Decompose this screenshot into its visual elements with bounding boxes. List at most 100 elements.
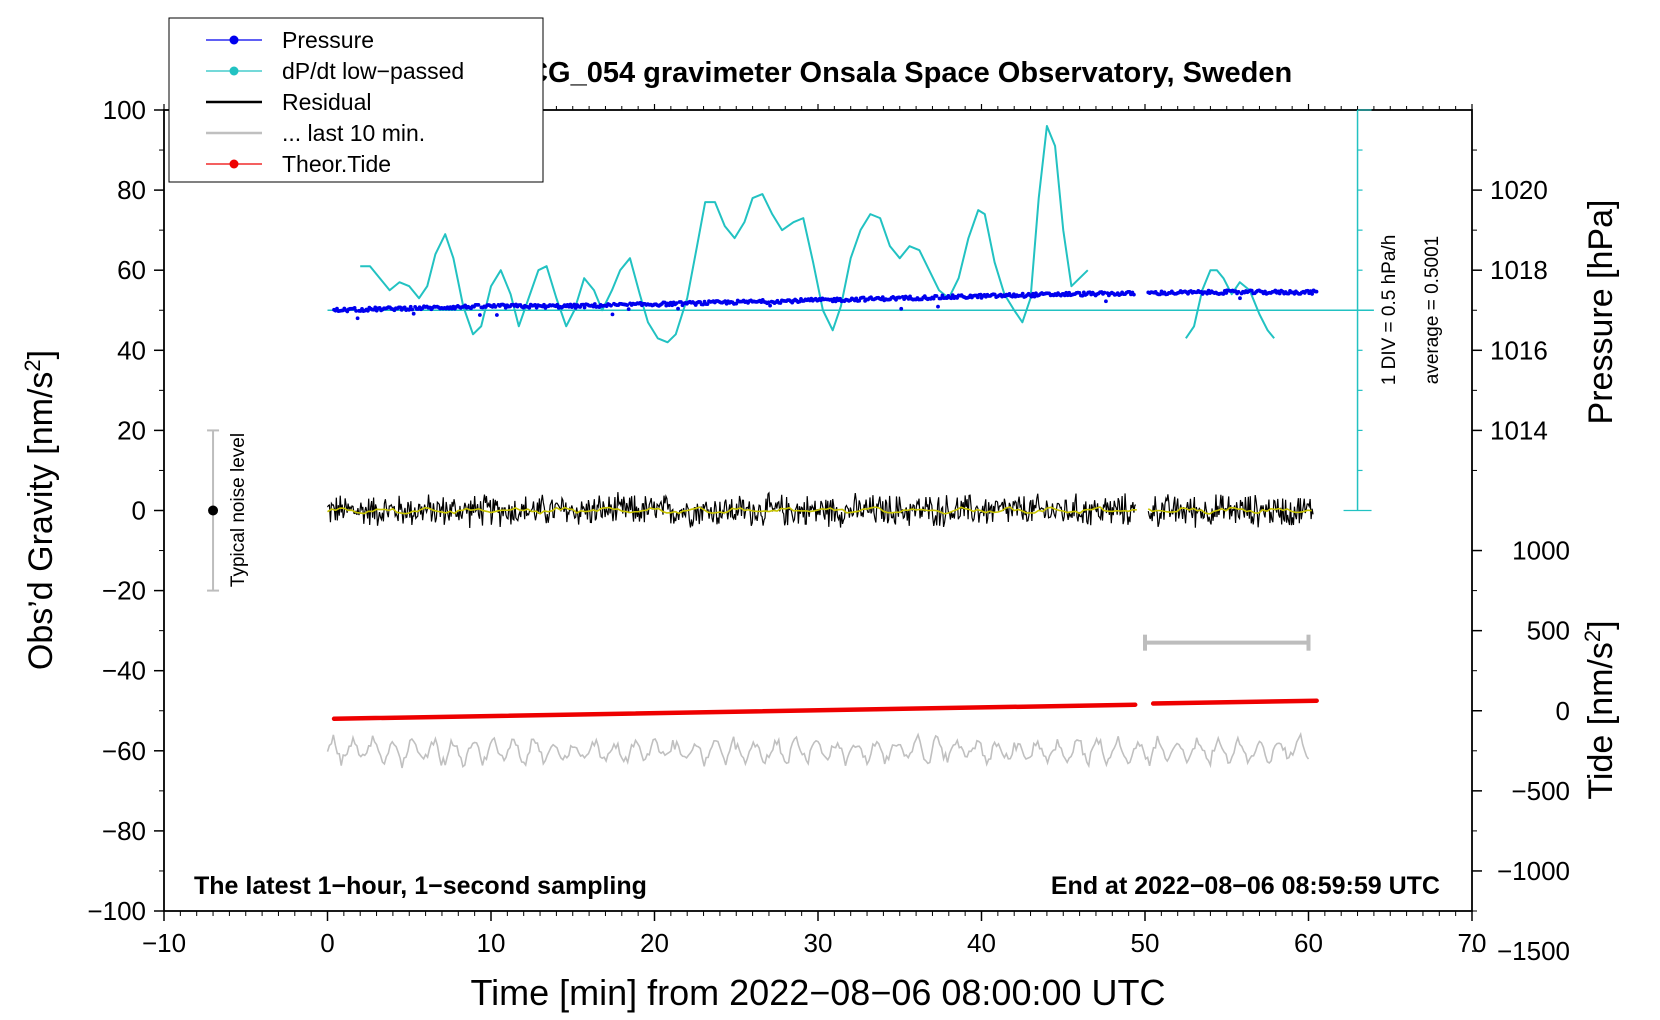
pressure-point [373,305,378,310]
pressure-point [734,301,739,306]
pressure-point [1131,292,1136,297]
x-tick-label: 30 [804,928,833,958]
y-axis-gravity-title: Obs’d Gravity [nm/s2] [20,350,60,670]
legend-swatch-marker [229,159,239,169]
pressure-point [674,301,679,306]
y-tick-label: 80 [117,175,146,205]
pressure-point [572,302,577,307]
pressure-point [1031,291,1035,296]
pressure-point [573,305,578,310]
legend-swatch-marker [229,66,239,76]
series-dpdt-line [360,125,1089,344]
y-tick-label: 60 [117,255,146,285]
y-tick-label: 0 [132,496,146,526]
pressure-point [365,308,370,313]
series-residual-smoothed-line [1147,506,1312,515]
annotation-sampling: The latest 1−hour, 1−second sampling [194,872,647,900]
x-tick-label: 40 [967,928,996,958]
series-residual-smoothed-line [327,506,1137,515]
noise-bar-point [208,505,219,516]
pressure-point [476,303,481,307]
ddt-scale-div-label: 1 DIV = 0.5 hPa/h [1379,235,1400,386]
pressure-point [610,312,615,317]
y-axis-pressure: 1014 1016 1018 1020 [1472,149,1548,471]
pressure-point [1029,294,1034,299]
x-tick-label: 0 [320,928,334,958]
pressure-point [626,307,631,311]
series-residual-line [326,491,1137,528]
legend-label-tide: Theor.Tide [282,151,391,177]
pressure-point [609,303,613,308]
x-tick-label: 60 [1294,928,1323,958]
pressure-point [949,296,954,301]
pressure-point [494,313,499,317]
pressure-point [1310,292,1314,296]
pressure-point [1205,291,1210,296]
pressure-point [1308,289,1313,294]
pressure-point [705,302,710,307]
pressure-point [950,293,955,298]
x-tick-label: 10 [477,928,506,958]
pressure-point [1102,290,1107,295]
pressure-tick-label: 1014 [1490,415,1548,445]
chart-title: SCG_054 gravimeter Onsala Space Observat… [508,57,1292,89]
pressure-point [354,308,359,313]
pressure-point [1158,292,1162,297]
x-tick-label: 50 [1131,928,1160,958]
pressure-point [766,300,771,305]
y-axis-gravity: −100 −80 −60 −40 −20 0 20 40 60 80 100 [87,95,164,926]
pressure-tick-label: 1018 [1490,255,1548,285]
legend-label-pressure: Pressure [282,27,374,53]
y-tick-label: −20 [102,576,146,606]
pressure-tick-label: 1016 [1490,335,1548,365]
pressure-point [676,306,680,311]
x-tick-label: 20 [640,928,669,958]
tide-tick-label: −1500 [1497,936,1570,966]
pressure-point [670,303,675,308]
series-pressure [332,289,1136,321]
legend: Pressure dP/dt low−passed Residual ... l… [168,17,544,183]
pressure-point [897,295,902,300]
y-tick-label: −40 [102,656,146,686]
pressure-point [1080,293,1085,298]
legend-entries [206,35,262,169]
pressure-tick-label: 1020 [1490,175,1548,205]
x-tick-label: 70 [1458,928,1487,958]
tide-tick-label: 500 [1527,616,1570,646]
legend-label-dpdt: dP/dt low−passed [282,58,464,84]
series-tide-line [331,702,1138,722]
pressure-point [1236,289,1241,294]
pressure-point [1020,291,1025,296]
series-residual-line [1147,494,1314,528]
legend-label-last10: ... last 10 min. [282,120,425,146]
pressure-point [899,306,904,311]
overlay-layer [207,109,1372,651]
y-tick-label: 20 [117,415,146,445]
y-axis-pressure-title: Pressure [hPa] [1582,200,1620,425]
pressure-point [662,300,667,305]
x-tick-label: −10 [142,928,186,958]
annotation-end-time: End at 2022−08−06 08:59:59 UTC [1051,872,1440,900]
pressure-point [1032,294,1037,299]
pressure-point [939,296,943,301]
y-tick-label: 100 [103,95,146,125]
series-layer [326,125,1374,769]
y-tick-label: −80 [102,816,146,846]
pressure-point [861,295,866,300]
series-dpdt-line [1185,269,1275,339]
series-tide-line [1150,698,1319,706]
tide-tick-label: 0 [1556,696,1570,726]
series-pressure [1146,288,1319,301]
noise-level-label: Typical noise level [228,433,249,587]
pressure-point [542,302,546,307]
series-last10-line [326,731,1310,769]
x-axis-title: Time [min] from 2022−08−06 08:00:00 UTC [470,972,1165,1013]
ddt-scale-avg-label: average = 0.5001 [1422,236,1443,384]
legend-box [168,17,544,183]
pressure-point [1104,299,1108,304]
pressure-point [1314,289,1319,294]
y-tick-label: 40 [117,335,146,365]
tide-tick-label: −500 [1511,776,1570,806]
pressure-point [592,302,597,306]
